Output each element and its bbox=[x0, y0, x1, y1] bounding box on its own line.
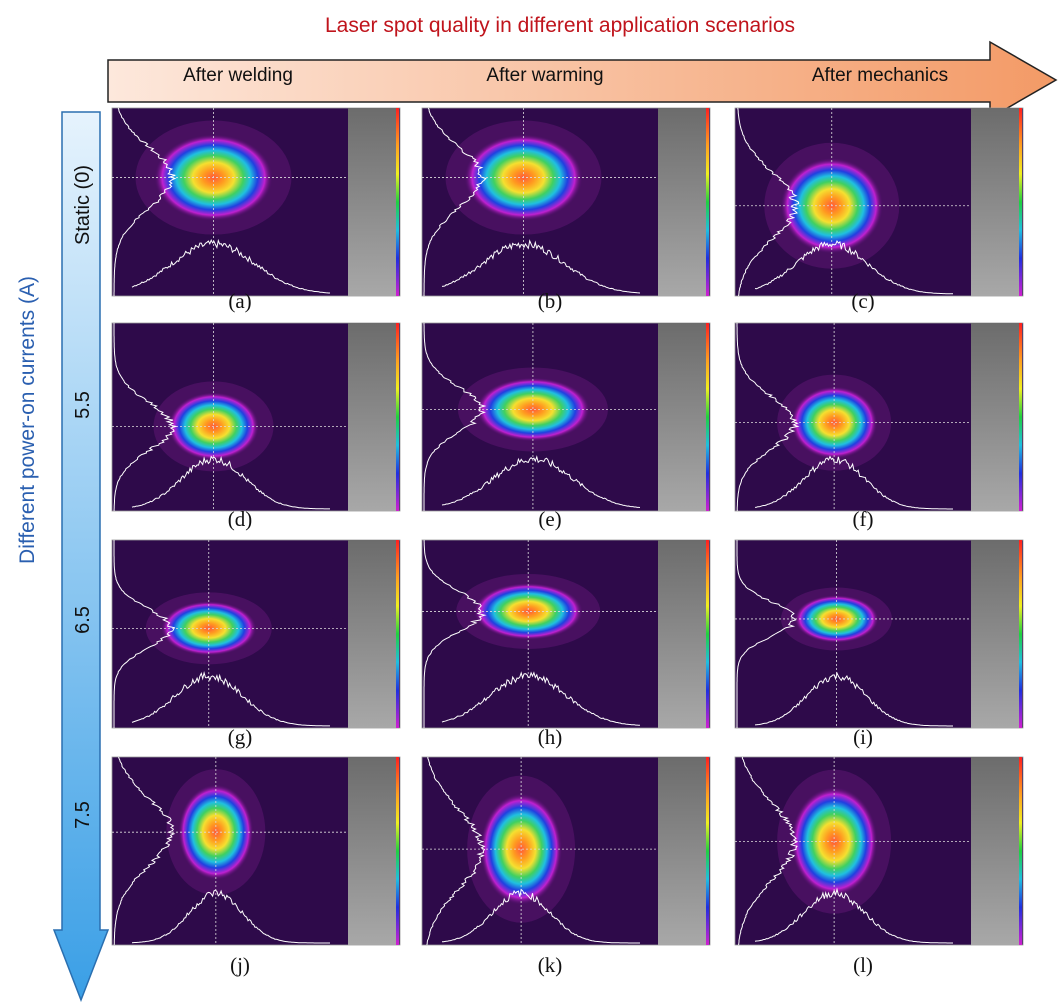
beam-panel bbox=[112, 540, 400, 728]
beam-panel bbox=[735, 108, 1023, 296]
gray-bar bbox=[348, 108, 396, 296]
color-bar bbox=[706, 108, 709, 296]
color-bar bbox=[1019, 757, 1022, 945]
gray-bar bbox=[971, 540, 1019, 728]
panel-label: (d) bbox=[228, 507, 253, 531]
beam-panel bbox=[422, 323, 710, 511]
column-label: After warming bbox=[486, 65, 603, 86]
panel-label: (c) bbox=[851, 289, 874, 313]
beam-panel bbox=[735, 757, 1023, 945]
gray-bar bbox=[658, 540, 706, 728]
color-bar bbox=[706, 540, 709, 728]
row-label: 6.5 bbox=[72, 606, 94, 634]
panel-label: (k) bbox=[538, 953, 563, 977]
beam-panel bbox=[422, 108, 710, 296]
beam-panel bbox=[422, 757, 710, 945]
panel-label: (e) bbox=[538, 507, 561, 531]
column-label: After welding bbox=[183, 65, 293, 86]
color-bar bbox=[706, 323, 709, 511]
color-bar bbox=[706, 757, 709, 945]
gray-bar bbox=[348, 757, 396, 945]
beam-panel bbox=[422, 540, 710, 728]
column-label: After mechanics bbox=[812, 65, 948, 86]
panel-label: (h) bbox=[538, 725, 563, 749]
color-bar bbox=[396, 540, 399, 728]
figure-title: Laser spot quality in different applicat… bbox=[325, 14, 795, 37]
panel-label: (l) bbox=[853, 953, 873, 977]
beam-panel bbox=[735, 323, 1023, 511]
gray-bar bbox=[971, 108, 1019, 296]
color-bar bbox=[1019, 323, 1022, 511]
beam-panel bbox=[735, 540, 1023, 728]
color-bar bbox=[396, 323, 399, 511]
panel-label: (f) bbox=[853, 507, 874, 531]
gray-bar bbox=[971, 757, 1019, 945]
panel-label: (a) bbox=[228, 289, 251, 313]
gray-bar bbox=[658, 108, 706, 296]
row-label: 5.5 bbox=[72, 391, 94, 419]
panel-label: (b) bbox=[538, 289, 563, 313]
panel-label: (j) bbox=[230, 953, 250, 977]
beam-panel bbox=[112, 757, 400, 945]
panel-label: (g) bbox=[228, 725, 253, 749]
beam-panel bbox=[112, 108, 400, 296]
row-label: 7.5 bbox=[72, 801, 94, 829]
color-bar bbox=[1019, 108, 1022, 296]
panel-label: (i) bbox=[853, 725, 873, 749]
color-bar bbox=[396, 108, 399, 296]
gray-bar bbox=[348, 323, 396, 511]
beam-panel bbox=[112, 323, 400, 511]
gray-bar bbox=[658, 757, 706, 945]
row-axis-label: Different power-on currents (A) bbox=[16, 276, 39, 564]
row-label: Static (0) bbox=[72, 165, 94, 245]
gray-bar bbox=[658, 323, 706, 511]
color-bar bbox=[396, 757, 399, 945]
gray-bar bbox=[971, 323, 1019, 511]
gray-bar bbox=[348, 540, 396, 728]
figure: Laser spot quality in different applicat… bbox=[0, 0, 1059, 1002]
color-bar bbox=[1019, 540, 1022, 728]
